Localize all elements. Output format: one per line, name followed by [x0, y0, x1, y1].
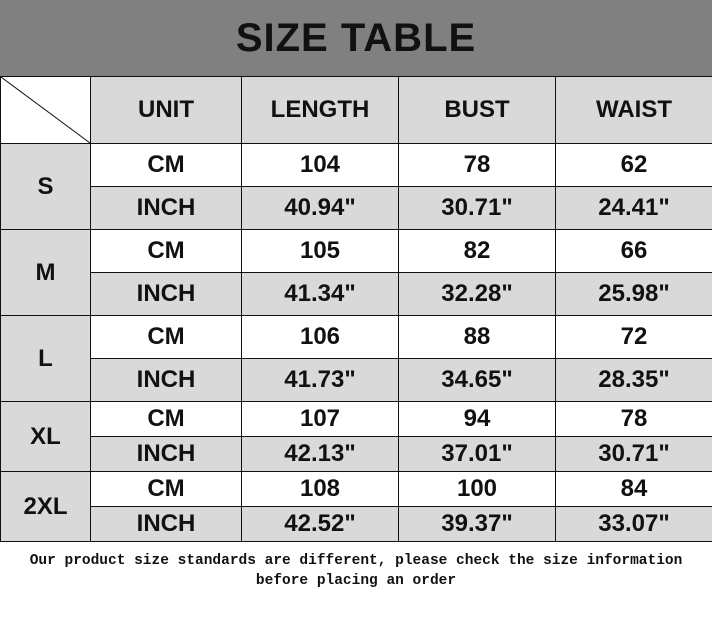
header-bust: BUST — [398, 76, 556, 144]
cell-waist: 84 — [555, 471, 712, 507]
cell-length: 104 — [241, 143, 399, 187]
cell-unit: CM — [90, 401, 242, 437]
cell-waist: 72 — [555, 315, 712, 359]
header-waist: WAIST — [555, 76, 712, 144]
cell-unit: INCH — [90, 436, 242, 472]
size-label: XL — [0, 401, 91, 472]
cell-length: 41.34" — [241, 272, 399, 316]
cell-unit: INCH — [90, 186, 242, 230]
cell-length: 42.13" — [241, 436, 399, 472]
cell-length: 40.94" — [241, 186, 399, 230]
cell-unit: CM — [90, 471, 242, 507]
corner-cell — [0, 76, 91, 144]
cell-bust: 34.65" — [398, 358, 556, 402]
table-row: 2XL CM 108 100 84 — [0, 471, 712, 542]
cell-waist: 30.71" — [555, 436, 712, 472]
table-row: L CM 106 88 72 — [0, 315, 712, 402]
cell-bust: 94 — [398, 401, 556, 437]
table-row: INCH 40.94" 30.71" 24.41" — [1, 186, 712, 230]
cell-waist: 33.07" — [555, 506, 712, 542]
cell-unit: CM — [90, 229, 242, 273]
cell-bust: 37.01" — [398, 436, 556, 472]
table-row: INCH 41.73" 34.65" 28.35" — [1, 358, 712, 402]
cell-length: 105 — [241, 229, 399, 273]
table-row: M CM 105 82 66 — [0, 229, 712, 316]
cell-unit: INCH — [90, 358, 242, 402]
size-label: S — [0, 143, 91, 230]
cell-waist: 24.41" — [555, 186, 712, 230]
table-row: INCH 41.34" 32.28" 25.98" — [1, 272, 712, 316]
cell-waist: 78 — [555, 401, 712, 437]
cell-length: 42.52" — [241, 506, 399, 542]
cell-bust: 39.37" — [398, 506, 556, 542]
cell-length: 107 — [241, 401, 399, 437]
size-table: UNIT LENGTH BUST WAIST S CM 104 78 62 INCH 40.… — [0, 76, 712, 542]
table-row: S CM 104 78 62 — [0, 143, 712, 230]
cell-length: 41.73" — [241, 358, 399, 402]
header-unit: UNIT — [90, 76, 242, 144]
cell-waist: 25.98" — [555, 272, 712, 316]
cell-unit: CM — [90, 315, 242, 359]
size-label: M — [0, 229, 91, 316]
cell-bust: 88 — [398, 315, 556, 359]
cell-unit: CM — [90, 143, 242, 187]
cell-length: 106 — [241, 315, 399, 359]
cell-waist: 28.35" — [555, 358, 712, 402]
cell-bust: 32.28" — [398, 272, 556, 316]
size-label: 2XL — [0, 471, 91, 542]
cell-unit: INCH — [90, 506, 242, 542]
size-label: L — [0, 315, 91, 402]
cell-bust: 78 — [398, 143, 556, 187]
table-row: INCH 42.52" 39.37" 33.07" — [1, 506, 712, 542]
table-row: INCH 42.13" 37.01" 30.71" — [1, 436, 712, 472]
cell-length: 108 — [241, 471, 399, 507]
cell-bust: 30.71" — [398, 186, 556, 230]
cell-bust: 100 — [398, 471, 556, 507]
cell-waist: 66 — [555, 229, 712, 273]
header-length: LENGTH — [241, 76, 399, 144]
cell-bust: 82 — [398, 229, 556, 273]
size-note: Our product size standards are different… — [29, 553, 683, 589]
page-title: SIZE TABLE — [0, 0, 712, 76]
cell-unit: INCH — [90, 272, 242, 316]
header-row: UNIT LENGTH BUST WAIST — [0, 76, 712, 144]
cell-waist: 62 — [555, 143, 712, 187]
table-row: XL CM 107 94 78 — [0, 401, 712, 472]
